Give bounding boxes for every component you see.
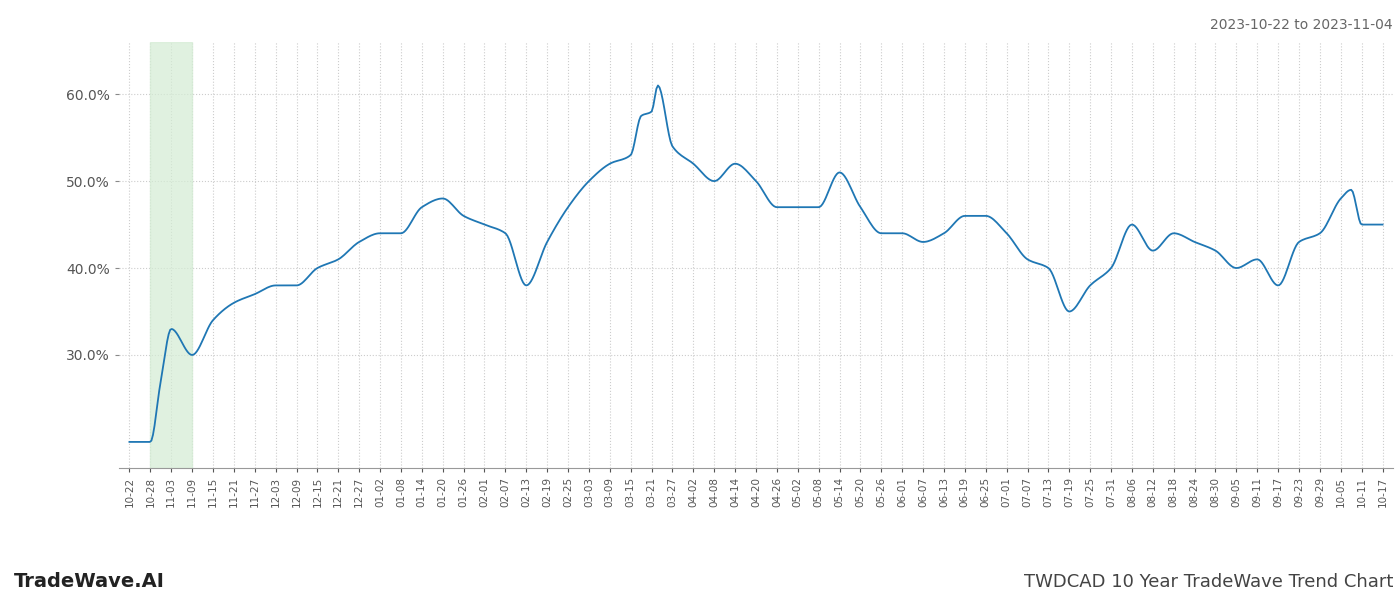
Bar	[150, 42, 192, 468]
Text: TradeWave.AI: TradeWave.AI	[14, 572, 165, 591]
Text: TWDCAD 10 Year TradeWave Trend Chart: TWDCAD 10 Year TradeWave Trend Chart	[1023, 573, 1393, 591]
Text: 2023-10-22 to 2023-11-04: 2023-10-22 to 2023-11-04	[1211, 18, 1393, 32]
